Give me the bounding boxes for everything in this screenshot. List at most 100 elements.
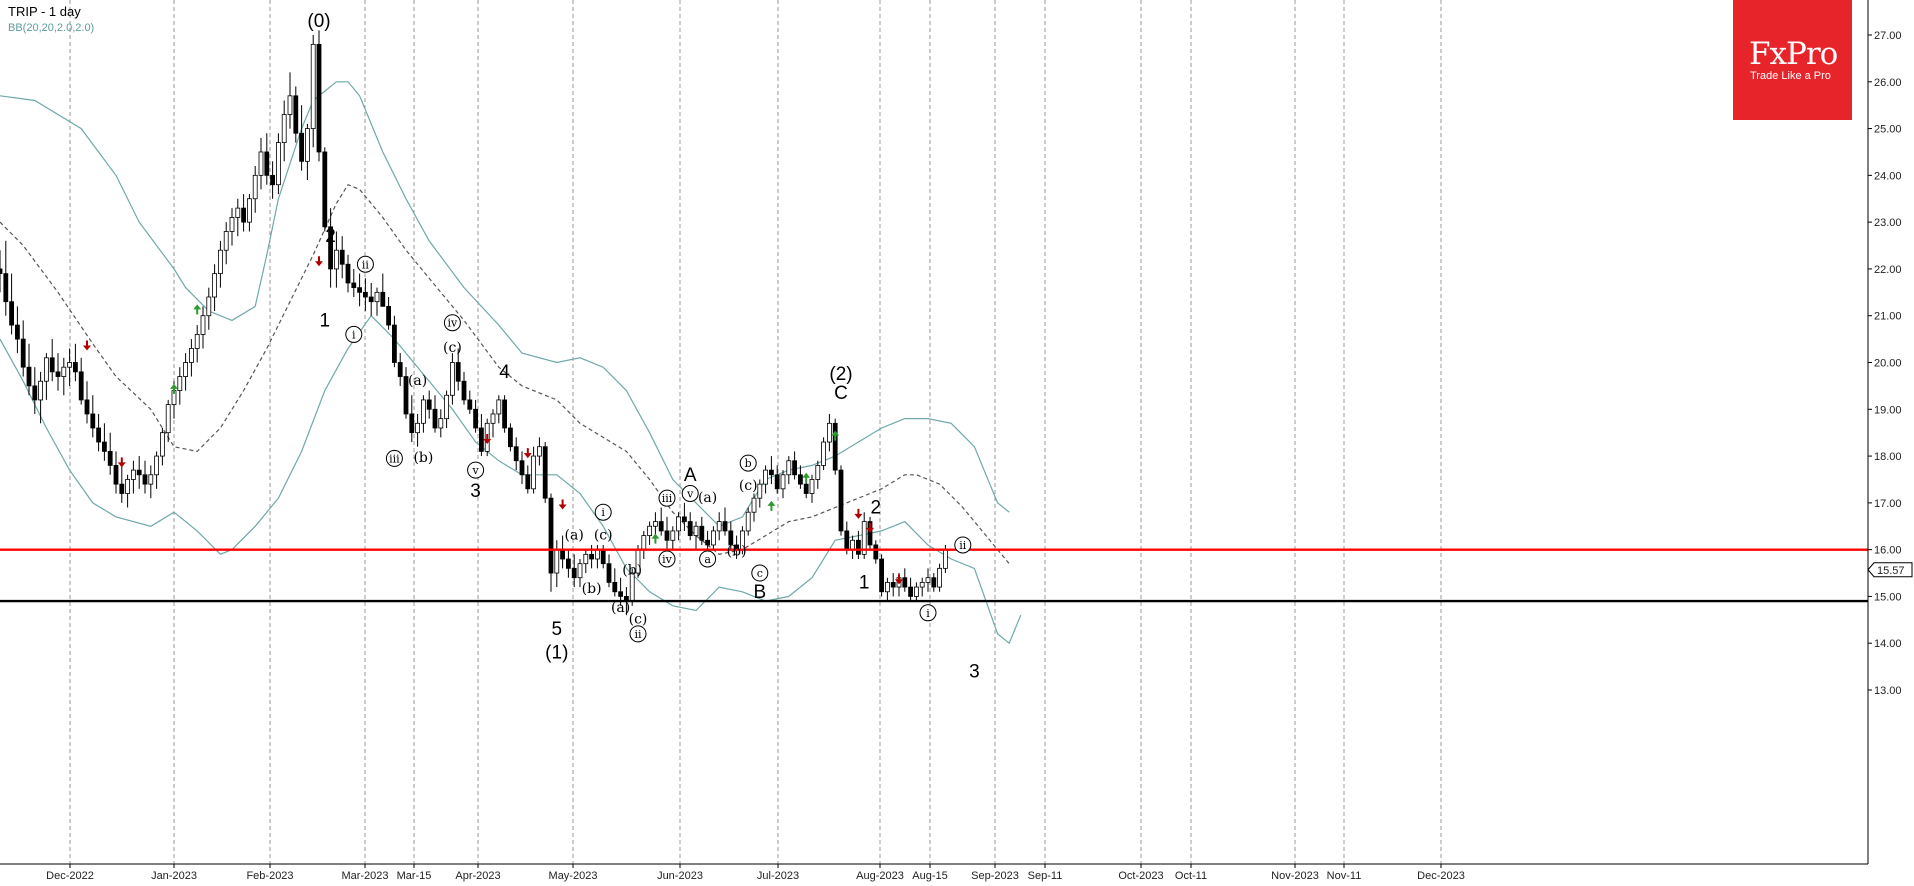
- candle-down-body: [792, 460, 797, 476]
- candle: [415, 413, 421, 447]
- candle-up-body: [815, 465, 821, 480]
- y-tick-label: 17.00: [1874, 498, 1902, 510]
- y-tick-label: 13.00: [1874, 685, 1902, 697]
- candle-up-body: [44, 357, 49, 382]
- candle-up-body: [420, 399, 426, 424]
- candle: [212, 264, 218, 312]
- x-tick-label: Aug-15: [912, 870, 947, 882]
- candle: [548, 493, 554, 592]
- candle: [461, 371, 467, 405]
- candle: [571, 554, 577, 588]
- candle-up-body: [235, 207, 241, 218]
- candle: [890, 573, 896, 597]
- candle-up-body: [258, 151, 264, 176]
- candle-down-body: [664, 530, 670, 541]
- candle: [339, 236, 345, 279]
- candle-down-body: [339, 249, 345, 265]
- candle: [397, 353, 403, 386]
- candle-down-body: [96, 427, 101, 443]
- candle-down-body: [368, 296, 374, 303]
- candle: [84, 381, 90, 424]
- sell-arrow-icon: [854, 508, 863, 519]
- candle-up-body: [415, 422, 421, 434]
- candle-up-body: [943, 549, 948, 569]
- candle: [496, 395, 502, 424]
- wave-label-circle: [345, 325, 363, 343]
- candle-down-body: [49, 357, 55, 373]
- logo-tagline: Trade Like a Pro: [1750, 70, 1831, 82]
- candle-up-body: [827, 422, 832, 443]
- candle-up-body: [641, 535, 647, 551]
- buy-arrow-icon: [802, 472, 811, 483]
- y-tick-label: 19.00: [1874, 404, 1902, 416]
- wave-label: 3: [470, 481, 481, 502]
- buy-arrow-icon: [170, 383, 178, 394]
- candle-down-body: [502, 399, 508, 429]
- candle-down-body: [90, 413, 96, 429]
- candle: [670, 526, 676, 550]
- candle-up-body: [281, 114, 287, 144]
- candle-down-body: [73, 362, 78, 373]
- x-tick-label: Oct-11: [1175, 870, 1207, 882]
- candle-down-body: [142, 474, 148, 485]
- candle-down-body: [844, 530, 850, 551]
- candle-down-body: [473, 408, 479, 429]
- candle: [90, 395, 96, 438]
- wave-label: 2: [871, 498, 882, 519]
- candle-up-body: [850, 539, 855, 551]
- candle: [159, 428, 165, 466]
- candle: [606, 554, 612, 588]
- candle-down-body: [722, 521, 728, 532]
- candle: [293, 86, 299, 143]
- wave-label-circle: [594, 503, 612, 521]
- candle: [885, 577, 890, 602]
- candle-up-body: [246, 198, 252, 223]
- wave-label: (a): [408, 373, 427, 389]
- candle-down-body: [455, 362, 461, 382]
- candle-down-body: [525, 474, 531, 490]
- candle-down-body: [618, 591, 623, 597]
- candle: [55, 353, 61, 391]
- candle: [745, 507, 751, 536]
- wave-label: A: [684, 465, 697, 486]
- candle: [241, 194, 247, 232]
- candle-up-body: [177, 376, 183, 391]
- wave-label: (c): [629, 611, 648, 627]
- y-tick-label: 26.00: [1874, 77, 1902, 89]
- candle: [937, 563, 942, 592]
- candle-down-body: [270, 174, 276, 186]
- candle: [861, 512, 867, 559]
- sell-arrow-icon: [83, 340, 91, 351]
- wave-label: (b): [582, 581, 602, 597]
- candle-up-body: [647, 525, 652, 537]
- candle: [420, 395, 426, 433]
- fxpro-logo: FxPro Trade Like a Pro: [1733, 0, 1852, 120]
- candle: [264, 133, 270, 185]
- candle: [125, 474, 130, 508]
- candle-up-body: [595, 549, 600, 560]
- candle: [275, 133, 281, 195]
- candle: [577, 559, 583, 588]
- candle-up-body: [194, 334, 200, 349]
- vertical-grid: [69, 0, 1442, 864]
- candle-down-body: [357, 287, 363, 293]
- wave-label: (1): [545, 643, 568, 664]
- candle-down-body: [589, 553, 594, 560]
- candle-up-body: [716, 521, 722, 532]
- candle: [322, 147, 328, 232]
- x-tick-label: Nov-11: [1327, 870, 1362, 882]
- candle-down-body: [728, 530, 734, 546]
- candle-down-body: [386, 305, 392, 326]
- candle: [9, 273, 15, 335]
- candle: [856, 530, 861, 559]
- wave-label-circle: [385, 449, 403, 467]
- candle: [299, 105, 305, 171]
- candle-up-body: [554, 549, 560, 574]
- candle-up-body: [914, 586, 919, 597]
- bollinger-upper-line: [0, 81, 1010, 528]
- candle-up-body: [449, 362, 455, 396]
- candle-down-body: [32, 385, 38, 401]
- candle: [113, 451, 119, 494]
- candle-down-body: [328, 226, 334, 270]
